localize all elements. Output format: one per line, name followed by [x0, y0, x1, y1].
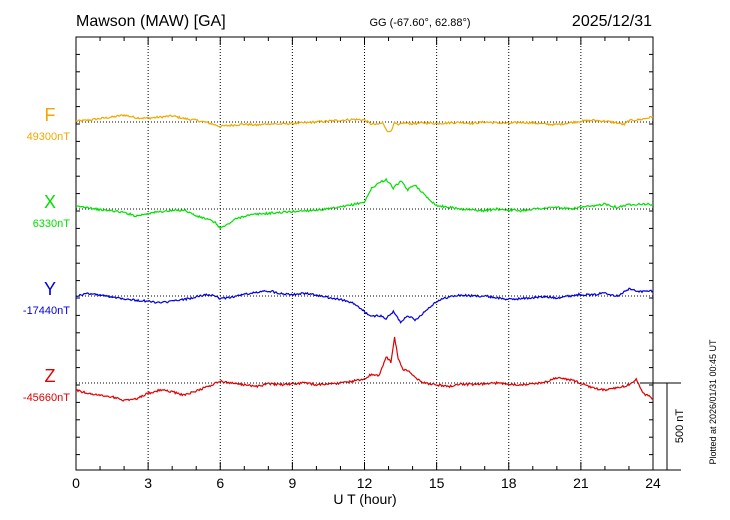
- baseline-value-f: 49300nT: [27, 131, 71, 143]
- x-axis-label: U T (hour): [333, 491, 396, 507]
- x-tick-label: 9: [288, 475, 296, 491]
- x-tick-label: 3: [144, 475, 152, 491]
- x-tick-labels: 0 3 6 9 12 15 18 21 24: [72, 475, 661, 491]
- x-tick-label: 0: [72, 475, 80, 491]
- trace-z: [75, 336, 654, 402]
- x-tick-label: 18: [501, 475, 517, 491]
- x-tick-label: 24: [645, 475, 661, 491]
- date-label: 2025/12/31: [572, 13, 652, 30]
- trace-lines: [75, 113, 654, 402]
- baseline-value-z: -45660nT: [23, 392, 70, 404]
- x-tick-label: 15: [429, 475, 445, 491]
- series-name-z: Z: [45, 366, 56, 386]
- trace-f: [75, 113, 654, 133]
- series-name-x: X: [44, 192, 56, 212]
- trace-y: [75, 287, 654, 324]
- coordinates-label: GG (-67.60°, 62.88°): [369, 17, 470, 29]
- series-name-f: F: [45, 105, 56, 125]
- trace-x: [75, 177, 653, 230]
- grid-lines: [76, 37, 653, 470]
- plotted-timestamp: Plotted at 2026/01/31 00:45 UT: [708, 339, 718, 465]
- baseline-value-x: 6330nT: [33, 218, 71, 230]
- series-name-y: Y: [44, 279, 56, 299]
- trace-labels: F 49300nT X 6330nT Y -17440nT Z -45660nT: [23, 105, 70, 404]
- scale-bar: 500 nT: [641, 382, 686, 471]
- scale-bar-label: 500 nT: [674, 409, 686, 444]
- x-tick-label: 6: [216, 475, 224, 491]
- x-tick-label: 21: [573, 475, 589, 491]
- x-tick-label: 12: [357, 475, 373, 491]
- station-title: Mawson (MAW) [GA]: [76, 13, 226, 30]
- baseline-value-y: -17440nT: [23, 305, 70, 317]
- axis-ticks: [75, 37, 654, 470]
